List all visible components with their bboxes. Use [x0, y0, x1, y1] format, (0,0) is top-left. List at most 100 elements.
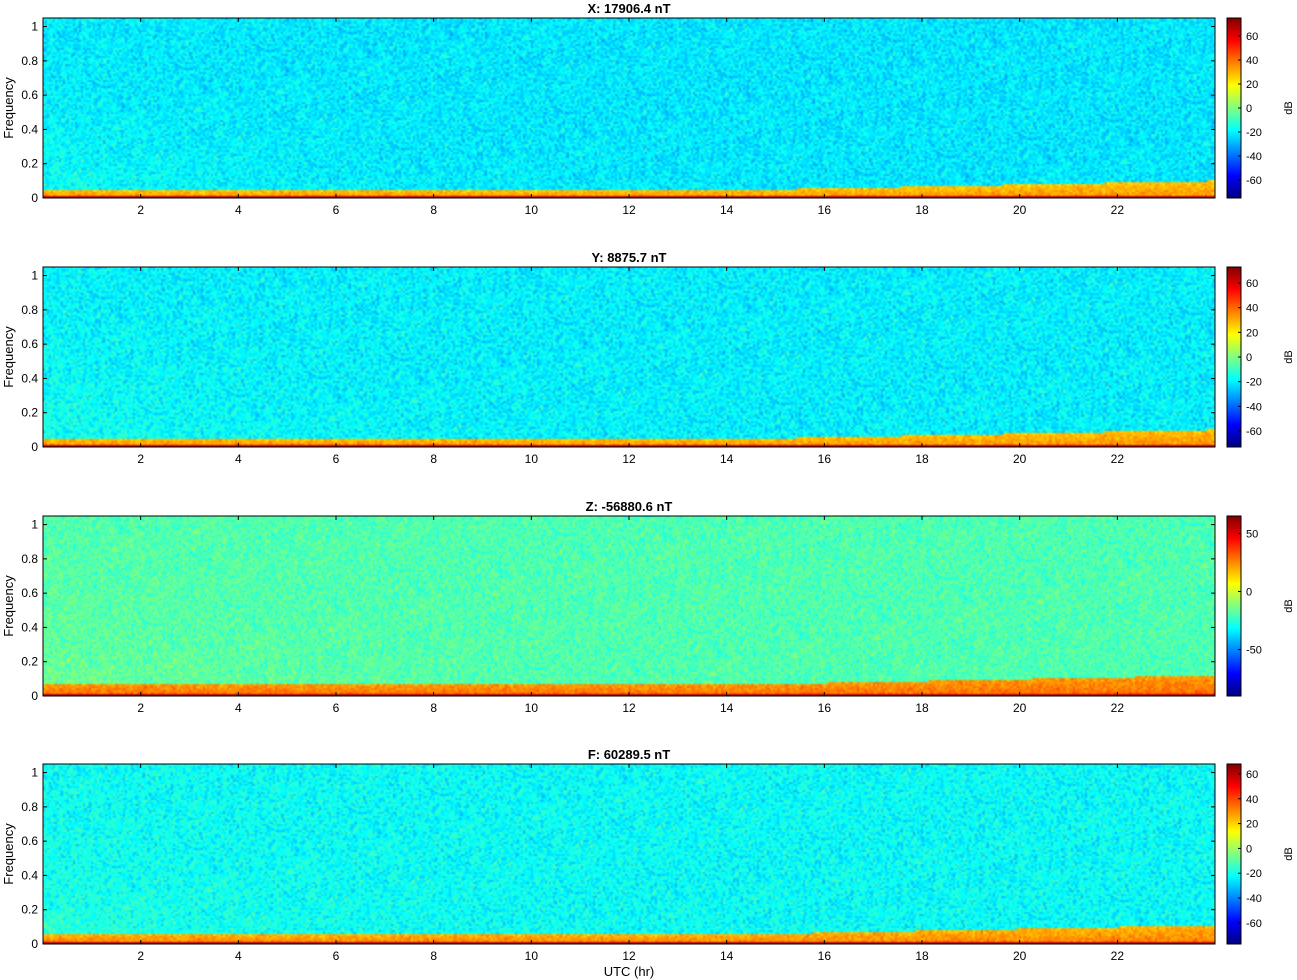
colorbar-tick-label: 20: [1246, 327, 1258, 339]
x-tick-label: 12: [622, 701, 636, 715]
y-tick-label: 1: [31, 20, 38, 34]
x-tick-label: 22: [1111, 203, 1125, 217]
y-tick-label: 1: [31, 766, 38, 780]
colorbar-tick-label: -20: [1246, 377, 1262, 389]
colorbar-tick-label: 60: [1246, 31, 1258, 43]
y-tick-label: 0.4: [21, 122, 38, 136]
colorbar-label: dB: [1283, 599, 1295, 612]
spectrogram-image: [43, 516, 1215, 696]
x-tick-label: 8: [430, 452, 437, 466]
colorbar-tick-label: 20: [1246, 819, 1258, 831]
y-tick-label: 1: [31, 518, 38, 532]
y-tick-label: 0.6: [21, 586, 38, 600]
colorbar-tick-label: -20: [1246, 127, 1262, 139]
spectrogram-image: [43, 267, 1215, 447]
y-tick-label: 0.2: [21, 655, 38, 669]
x-tick-label: 18: [915, 949, 929, 963]
y-tick-label: 0.2: [21, 406, 38, 420]
x-tick-label: 10: [525, 949, 539, 963]
y-tick-label: 0.6: [21, 834, 38, 848]
x-tick-label: 4: [235, 452, 242, 466]
colorbar-tick-label: 60: [1246, 278, 1258, 290]
colorbar-tick-label: 0: [1246, 103, 1252, 115]
x-tick-label: 2: [137, 949, 144, 963]
colorbar-tick-label: 0: [1246, 586, 1252, 598]
colorbar-tick-label: 40: [1246, 55, 1258, 67]
spectrogram-image: [43, 764, 1215, 944]
x-tick-label: 6: [333, 701, 340, 715]
x-tick-label: 14: [720, 203, 734, 217]
colorbar-tick-label: 0: [1246, 352, 1252, 364]
x-tick-label: 14: [720, 949, 734, 963]
x-tick-label: 20: [1013, 203, 1027, 217]
spectrogram-image: [43, 18, 1215, 198]
y-tick-label: 0.4: [21, 371, 38, 385]
x-tick-label: 8: [430, 203, 437, 217]
y-tick-label: 0.4: [21, 868, 38, 882]
y-tick-label: 0.8: [21, 552, 38, 566]
x-tick-label: 14: [720, 701, 734, 715]
x-tick-label: 2: [137, 203, 144, 217]
x-tick-label: 14: [720, 452, 734, 466]
colorbar-tick-label: -40: [1246, 401, 1262, 413]
x-tick-label: 20: [1013, 701, 1027, 715]
y-tick-label: 0.4: [21, 620, 38, 634]
panel-title: F: 60289.5 nT: [588, 747, 670, 762]
y-tick-label: 0: [31, 191, 38, 205]
y-axis-label: Frequency: [1, 77, 16, 139]
y-tick-label: 0.8: [21, 303, 38, 317]
y-tick-label: 0.6: [21, 337, 38, 351]
x-tick-label: 22: [1111, 949, 1125, 963]
x-tick-label: 20: [1013, 452, 1027, 466]
y-tick-label: 0: [31, 689, 38, 703]
x-tick-label: 6: [333, 452, 340, 466]
x-tick-label: 16: [818, 452, 832, 466]
y-axis-label: Frequency: [1, 326, 16, 388]
y-tick-label: 1: [31, 269, 38, 283]
y-tick-label: 0.8: [21, 800, 38, 814]
x-tick-label: 18: [915, 701, 929, 715]
x-tick-label: 4: [235, 203, 242, 217]
y-axis-label: Frequency: [1, 575, 16, 637]
x-tick-label: 20: [1013, 949, 1027, 963]
panel-title: Y: 8875.7 nT: [592, 250, 667, 265]
x-tick-label: 4: [235, 949, 242, 963]
x-tick-label: 22: [1111, 701, 1125, 715]
panel-2: 2 4 6 8 10 12 14 16 18 20 22 0 0.2 0.4 0.6 0.8 1 Z: -5688…: [1, 499, 1295, 715]
colorbar-label: dB: [1283, 350, 1295, 363]
colorbar-tick-label: 40: [1246, 794, 1258, 806]
colorbar-tick-label: -60: [1246, 426, 1262, 438]
colorbar-tick-label: 60: [1246, 769, 1258, 781]
x-tick-label: 2: [137, 452, 144, 466]
colorbar-tick-label: -20: [1246, 868, 1262, 880]
x-tick-label: 18: [915, 203, 929, 217]
y-tick-label: 0: [31, 937, 38, 951]
x-axis-label: UTC (hr): [604, 964, 655, 979]
x-tick-label: 12: [622, 203, 636, 217]
colorbar-label: dB: [1283, 101, 1295, 114]
x-tick-label: 12: [622, 949, 636, 963]
x-tick-label: 12: [622, 452, 636, 466]
x-tick-label: 16: [818, 949, 832, 963]
y-axis-label: Frequency: [1, 823, 16, 885]
colorbar-tick-label: 20: [1246, 79, 1258, 91]
colorbar-tick-label: 0: [1246, 843, 1252, 855]
colorbar-tick-label: -40: [1246, 151, 1262, 163]
y-tick-label: 0.8: [21, 54, 38, 68]
panel-1: 2 4 6 8 10 12 14 16 18 20 22 0 0.2 0.4 0.6 0.8 1 Y: 8875.…: [1, 250, 1295, 466]
y-tick-label: 0.2: [21, 903, 38, 917]
x-tick-label: 22: [1111, 452, 1125, 466]
y-tick-label: 0.2: [21, 157, 38, 171]
colorbar: 60 40 20 0 -20 -40 -60 dB: [1226, 763, 1295, 945]
x-tick-label: 18: [915, 452, 929, 466]
colorbar-tick-label: -50: [1246, 645, 1262, 657]
x-tick-label: 10: [525, 452, 539, 466]
x-tick-label: 10: [525, 701, 539, 715]
x-tick-label: 8: [430, 701, 437, 715]
panel-title: X: 17906.4 nT: [587, 1, 670, 16]
panel-3: 2 4 6 8 10 12 14 16 18 20 22 0 0.2 0.4 0.6 0.8 1 F: 60289…: [1, 747, 1295, 979]
colorbar-tick-label: -60: [1246, 175, 1262, 187]
x-tick-label: 8: [430, 949, 437, 963]
colorbar: 50 0 -50 dB: [1226, 515, 1295, 697]
